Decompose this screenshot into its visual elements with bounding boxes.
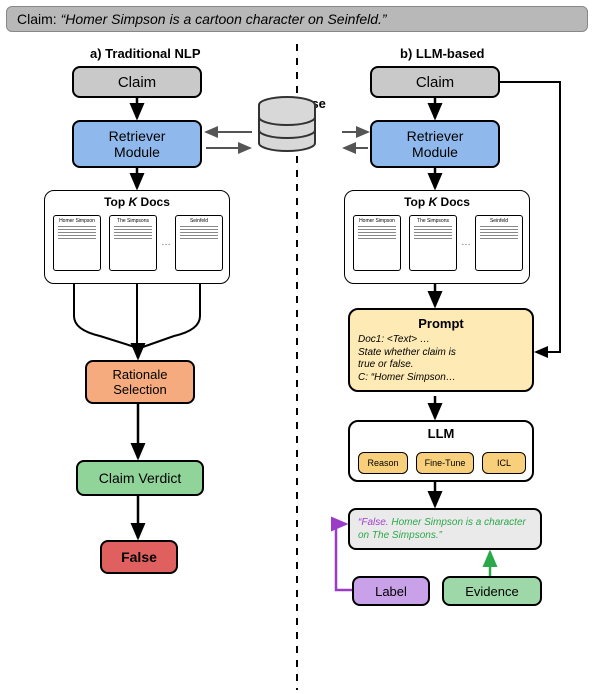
right-claim-text: Claim (416, 74, 454, 91)
rationale-text: Rationale Selection (113, 367, 168, 397)
label-node: Label (352, 576, 430, 606)
left-doc-1: Homer Simpson (53, 215, 101, 271)
prompt-line-4: C: “Homer Simpson… (358, 372, 524, 385)
prompt-line-2: State whether claim is (358, 347, 524, 360)
right-retriever-node: Retriever Module (370, 120, 500, 168)
llm-chip-icl: ICL (482, 452, 526, 474)
left-retriever-text: Retriever Module (109, 128, 166, 160)
claim-label: Claim: (17, 11, 61, 27)
right-retriever-text: Retriever Module (407, 128, 464, 160)
heading-right: b) LLM-based (400, 46, 485, 61)
llm-output: “False. Homer Simpson is a character on … (348, 508, 542, 550)
prompt-line-1: Doc1: <Text> … (358, 334, 524, 347)
false-text: False (121, 549, 157, 565)
evidence-node: Evidence (442, 576, 542, 606)
prompt-title: Prompt (358, 316, 524, 332)
right-doc-2: The Simpsons (409, 215, 457, 271)
right-doc-ellipsis: … (461, 237, 471, 248)
left-doc-2-title: The Simpsons (112, 218, 154, 224)
left-claim-node: Claim (72, 66, 202, 98)
right-claim-node: Claim (370, 66, 500, 98)
claim-strip: Claim: “Homer Simpson is a cartoon chara… (6, 6, 588, 32)
verdict-node: Claim Verdict (76, 460, 204, 496)
right-doc-2-title: The Simpsons (412, 218, 454, 224)
database-node: Database (252, 96, 342, 113)
left-doc-3: Seinfeld (175, 215, 223, 271)
rationale-node: Rationale Selection (85, 360, 195, 404)
heading-left: a) Traditional NLP (90, 46, 201, 61)
right-doc-1-title: Homer Simpson (356, 218, 398, 224)
prompt-node: Prompt Doc1: <Text> … State whether clai… (348, 308, 534, 392)
claim-quote: “Homer Simpson is a cartoon character on… (61, 11, 387, 27)
verdict-text: Claim Verdict (99, 470, 181, 486)
left-retriever-node: Retriever Module (72, 120, 202, 168)
left-doc-3-title: Seinfeld (178, 218, 220, 224)
database-icon (252, 96, 322, 154)
llm-chip-finetune: Fine-Tune (416, 452, 474, 474)
right-doc-3: Seinfeld (475, 215, 523, 271)
llm-node: LLM Reason Fine-Tune ICL (348, 420, 534, 482)
llm-title: LLM (350, 426, 532, 441)
left-doc-1-title: Homer Simpson (56, 218, 98, 224)
false-node: False (100, 540, 178, 574)
output-label-part: “False. (358, 517, 389, 528)
evidence-text: Evidence (465, 584, 518, 599)
llm-chip-reason: Reason (358, 452, 408, 474)
left-doc-ellipsis: … (161, 237, 171, 248)
left-doc-2: The Simpsons (109, 215, 157, 271)
prompt-line-3: true or false. (358, 359, 524, 372)
label-text: Label (375, 584, 407, 599)
right-doc-1: Homer Simpson (353, 215, 401, 271)
left-claim-text: Claim (118, 74, 156, 91)
left-topk-panel: Top K Docs Homer Simpson The Simpsons … … (44, 190, 230, 284)
right-doc-3-title: Seinfeld (478, 218, 520, 224)
right-topk-panel: Top K Docs Homer Simpson The Simpsons … … (344, 190, 530, 284)
